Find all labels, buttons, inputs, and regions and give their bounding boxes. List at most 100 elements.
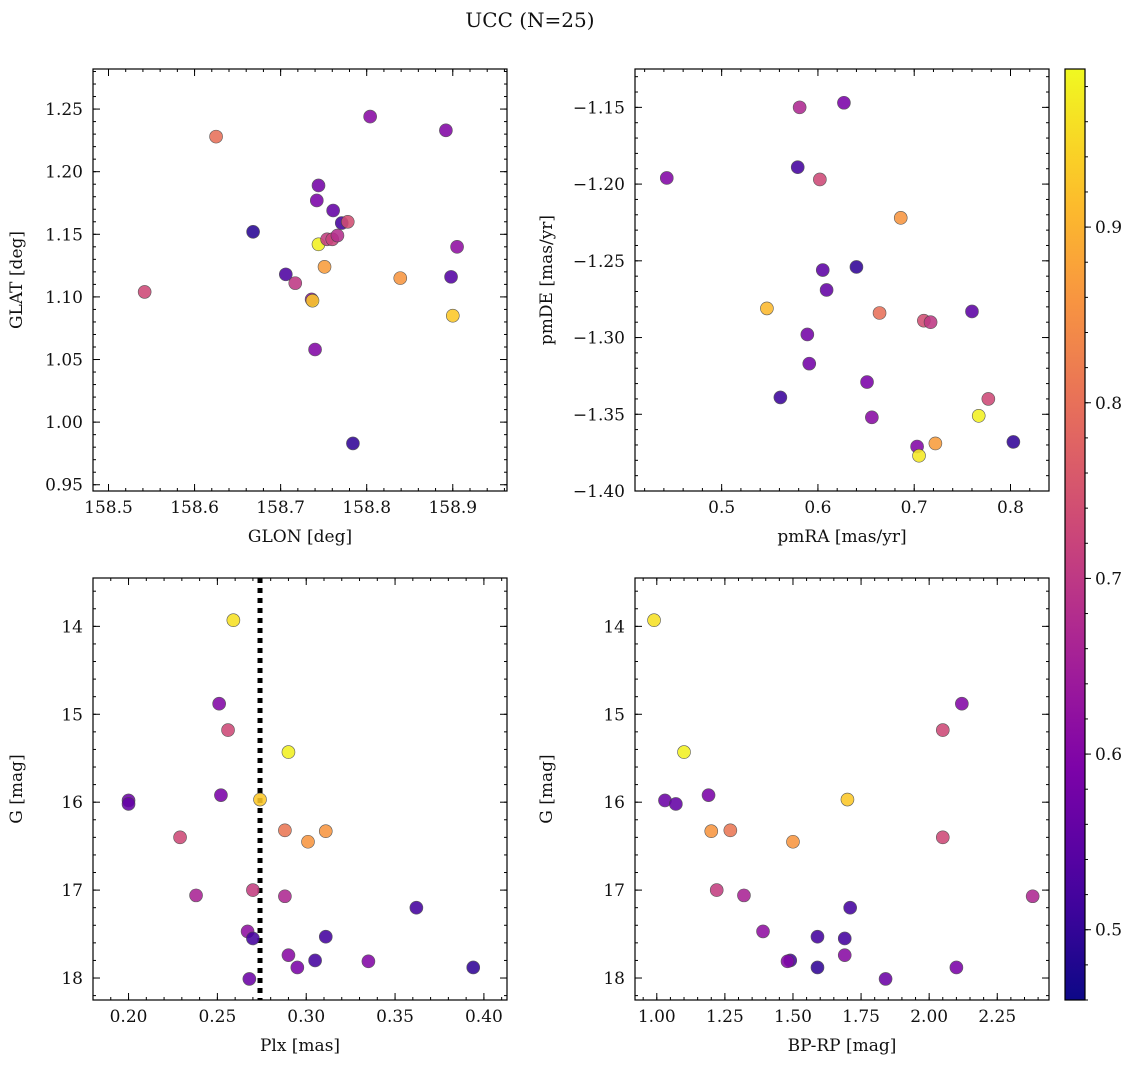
- scatter-point: [189, 888, 203, 903]
- scatter-point: [1025, 889, 1040, 904]
- y-tick-label: −1.20: [573, 175, 625, 195]
- scatter-point: [212, 696, 226, 711]
- scatter-point: [393, 271, 408, 285]
- colorbar-tick-label: 0.5: [1095, 921, 1122, 941]
- scatter-point: [305, 293, 320, 308]
- scatter-point: [311, 178, 326, 193]
- scatter-point: [837, 948, 852, 962]
- x-tick-label: 158.7: [256, 498, 305, 518]
- x-tick-label: 0.8: [997, 498, 1024, 518]
- x-tick-label: 158.9: [428, 498, 477, 518]
- scatter-point: [209, 129, 223, 144]
- scatter-point: [949, 960, 964, 975]
- scatter-point: [278, 267, 293, 282]
- colorbar-tick-label: 0.9: [1095, 218, 1122, 238]
- scatter-point: [301, 834, 315, 849]
- scatter-point: [709, 883, 724, 897]
- y-tick-label: −1.35: [573, 405, 625, 425]
- y-axis-label: pmDE [mas/yr]: [537, 215, 557, 345]
- scatter-point: [253, 792, 267, 807]
- y-tick-label: 1.10: [45, 288, 83, 308]
- y-tick-label: 1.20: [45, 163, 83, 183]
- x-axis-label: pmRA [mas/yr]: [777, 527, 906, 547]
- scatter-point: [704, 824, 719, 839]
- scatter-panel-3: 0.20 0.25 0.30 0.35 0.40 14 15 16 17 18 Plx [mas] G…: [7, 577, 508, 1056]
- scatter-panel-2: 0.5 0.6 0.7 0.8 −1.40 −1.35 −1.30 −1.25 −1.20 −1.…: [537, 68, 1050, 547]
- scatter-point: [317, 260, 332, 274]
- scatter-point: [409, 900, 424, 915]
- scatter-point: [773, 390, 788, 405]
- y-tick-label: −1.30: [573, 329, 625, 349]
- x-tick-label: 0.35: [376, 1007, 414, 1027]
- scatter-point: [281, 948, 296, 962]
- scatter-point: [802, 356, 817, 371]
- scatter-panel-1: 158.5 158.6 158.7 158.8 158.9 0.95 1.00 1.05 1.1…: [7, 68, 508, 547]
- scatter-point: [288, 276, 303, 290]
- scatter-point: [173, 830, 187, 845]
- y-axis-label: G [mag]: [7, 754, 27, 823]
- scatter-point: [137, 285, 152, 299]
- scatter-point: [647, 613, 661, 628]
- colorbar-tick-label: 0.7: [1095, 569, 1122, 589]
- scatter-points: [647, 613, 1040, 986]
- scatter-points: [121, 613, 481, 986]
- x-tick-label: 0.6: [804, 498, 831, 518]
- x-tick-label: 0.40: [465, 1007, 503, 1027]
- scatter-point: [965, 304, 979, 319]
- colorbar-tick-label: 0.8: [1095, 394, 1122, 414]
- axes-frame: [92, 68, 508, 492]
- x-tick-label: 158.8: [342, 498, 391, 518]
- scatter-point: [226, 613, 241, 628]
- scatter-point: [466, 960, 481, 975]
- scatter-point: [278, 889, 292, 904]
- y-tick-label: 15: [603, 705, 625, 725]
- figure-title: UCC (N=25): [465, 8, 594, 32]
- scatter-point: [246, 931, 260, 946]
- y-axis-label: G [mag]: [537, 754, 557, 823]
- scatter-point: [971, 409, 986, 423]
- scatter-point: [955, 696, 969, 711]
- scatter-point: [843, 900, 857, 915]
- scatter-point: [923, 315, 938, 330]
- panels: 158.5 158.6 158.7 158.8 158.9 0.95 1.00 1.05 1.1…: [7, 68, 1050, 1056]
- x-tick-label: 2.00: [910, 1007, 948, 1027]
- scatter-point: [872, 306, 887, 320]
- scatter-point: [214, 788, 228, 802]
- scatter-point: [737, 888, 751, 903]
- scatter-point: [330, 228, 345, 243]
- scatter-point: [849, 260, 864, 274]
- y-tick-label: 1.00: [45, 413, 83, 433]
- minor-ticks: [92, 578, 507, 1000]
- scatter-point: [723, 823, 738, 838]
- scatter-point: [363, 109, 377, 124]
- x-tick-label: 0.25: [198, 1007, 236, 1027]
- y-tick-label: −1.25: [573, 252, 625, 272]
- scatter-point: [860, 375, 874, 389]
- x-axis-label: BP-RP [mag]: [788, 1036, 897, 1056]
- x-axis-label: GLON [deg]: [248, 527, 352, 547]
- scatter-point: [935, 830, 950, 845]
- axes-frame: [634, 577, 1050, 1001]
- y-axis-label: GLAT [deg]: [7, 231, 27, 329]
- y-tick-label: 18: [61, 969, 83, 989]
- x-tick-label: 1.25: [706, 1007, 744, 1027]
- scatter-point: [242, 972, 257, 986]
- y-tick-label: 1.15: [45, 225, 83, 245]
- scatter-point: [912, 448, 926, 463]
- y-tick-label: 1.05: [45, 351, 83, 371]
- colorbar-gradient: [1065, 69, 1085, 1000]
- y-tick-label: 14: [61, 617, 83, 637]
- scatter-point: [819, 283, 834, 297]
- minor-ticks: [635, 69, 1050, 492]
- y-tick-label: −1.15: [573, 98, 625, 118]
- y-tick-label: 1.25: [45, 100, 83, 120]
- scatter-point: [281, 745, 296, 759]
- scatter-point: [340, 214, 355, 229]
- scatter-point: [450, 240, 464, 254]
- scatter-point: [865, 410, 879, 425]
- scatter-point: [813, 172, 827, 187]
- scatter-point: [677, 745, 691, 759]
- scatter-point: [326, 203, 340, 218]
- scatter-point: [981, 392, 996, 406]
